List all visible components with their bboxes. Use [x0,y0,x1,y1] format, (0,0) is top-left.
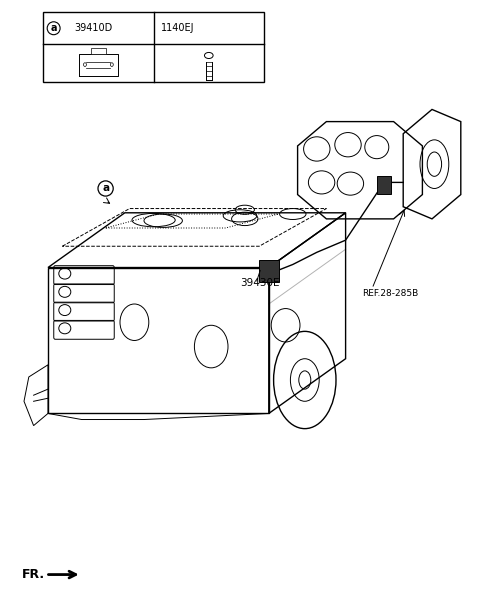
Text: a: a [102,184,109,193]
FancyBboxPatch shape [259,260,279,282]
Text: 39410D: 39410D [74,23,113,33]
Ellipse shape [110,63,113,66]
Bar [43,12,264,82]
Text: 1140EJ: 1140EJ [161,23,194,33]
Text: a: a [50,23,57,33]
Bar [91,47,106,54]
Text: FR.: FR. [22,568,45,581]
Text: REF.28-285B: REF.28-285B [362,289,419,297]
FancyBboxPatch shape [377,176,391,194]
Ellipse shape [84,63,86,66]
Text: 39430E: 39430E [240,278,279,288]
